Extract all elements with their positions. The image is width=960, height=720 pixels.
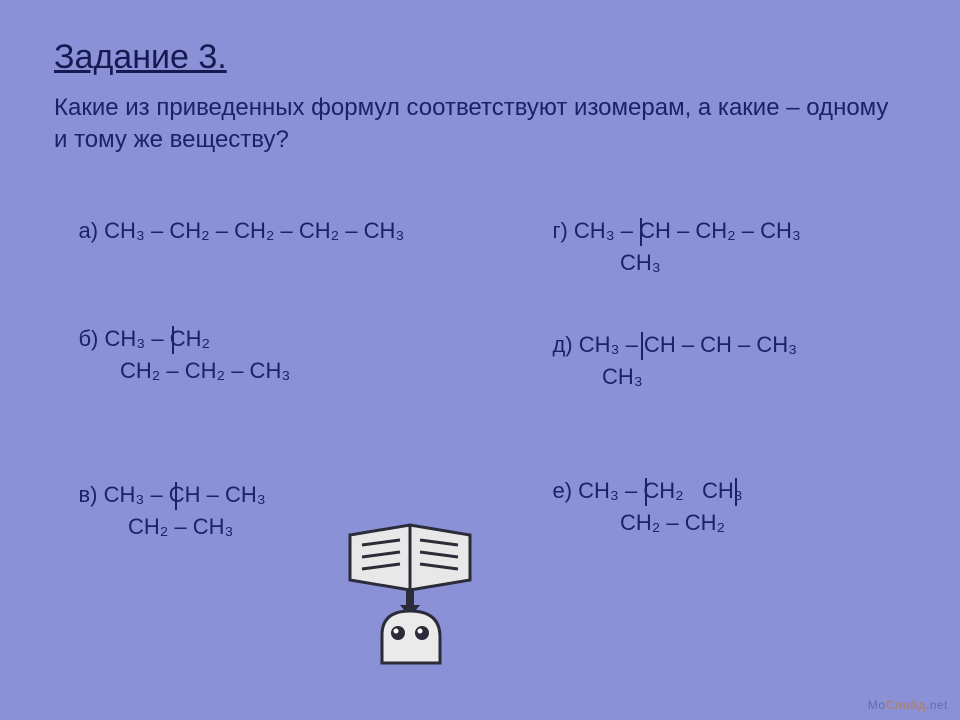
formula-g-line1: г) CH₃ – CH – CH₂ – CH₃ [528, 192, 801, 270]
bond-d [641, 332, 643, 360]
label-v: в) [78, 482, 103, 507]
formula-a-line1: CH₃ – CH₂ – CH₂ – CH₂ – CH₃ [104, 218, 404, 243]
task-title: Задание 3. [54, 38, 227, 77]
bond-g [640, 218, 642, 246]
formula-e-line2: CH₂ – CH₂ [620, 510, 725, 536]
label-b: б) [78, 326, 104, 351]
label-e: е) [552, 478, 578, 503]
bond-b [172, 326, 174, 354]
book-reader-icon [340, 515, 480, 665]
label-d: д) [552, 332, 578, 357]
watermark: МоСлайд.net [868, 698, 948, 712]
formula-d-line2: CH₃ [602, 364, 643, 390]
bond-v1 [175, 482, 177, 510]
bond-e1 [645, 478, 647, 506]
slide: Задание 3. Какие из приведенных формул с… [0, 0, 960, 720]
formula-v-line2: CH₂ – CH₃ [128, 514, 234, 540]
label-g: г) [552, 218, 573, 243]
formula-a: а) CH₃ – CH₂ – CH₂ – CH₂ – CH₃ [54, 192, 404, 270]
bond-e2 [735, 478, 737, 506]
formula-b-line2: CH₂ – CH₂ – CH₃ [120, 358, 290, 384]
formula-g-line2: CH₃ [620, 250, 661, 276]
formula-d-line1: д) CH₃ – CH – CH – CH₃ [528, 306, 797, 384]
label-a: а) [78, 218, 104, 243]
question-text: Какие из приведенных формул соответствую… [54, 92, 900, 157]
